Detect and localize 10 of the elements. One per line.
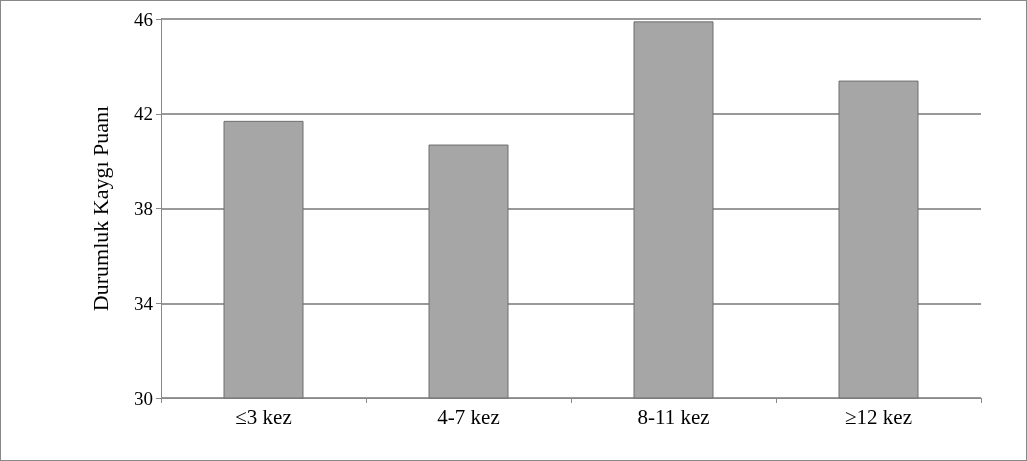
y-tick-label: 46	[134, 8, 153, 30]
y-tick-label: 42	[134, 103, 153, 125]
x-tick-label: ≤3 kez	[235, 404, 292, 429]
x-tick-label: ≥12 kez	[845, 404, 912, 429]
y-tick-label: 34	[134, 292, 154, 314]
y-axis-title: Durumluk Kaygı Puanı	[87, 105, 113, 312]
x-tick-label: 4-7 kez	[437, 404, 500, 429]
x-tick-label: 8-11 kez	[637, 404, 710, 429]
y-tick-label: 38	[134, 198, 153, 219]
y-tick-label: 30	[134, 387, 153, 409]
